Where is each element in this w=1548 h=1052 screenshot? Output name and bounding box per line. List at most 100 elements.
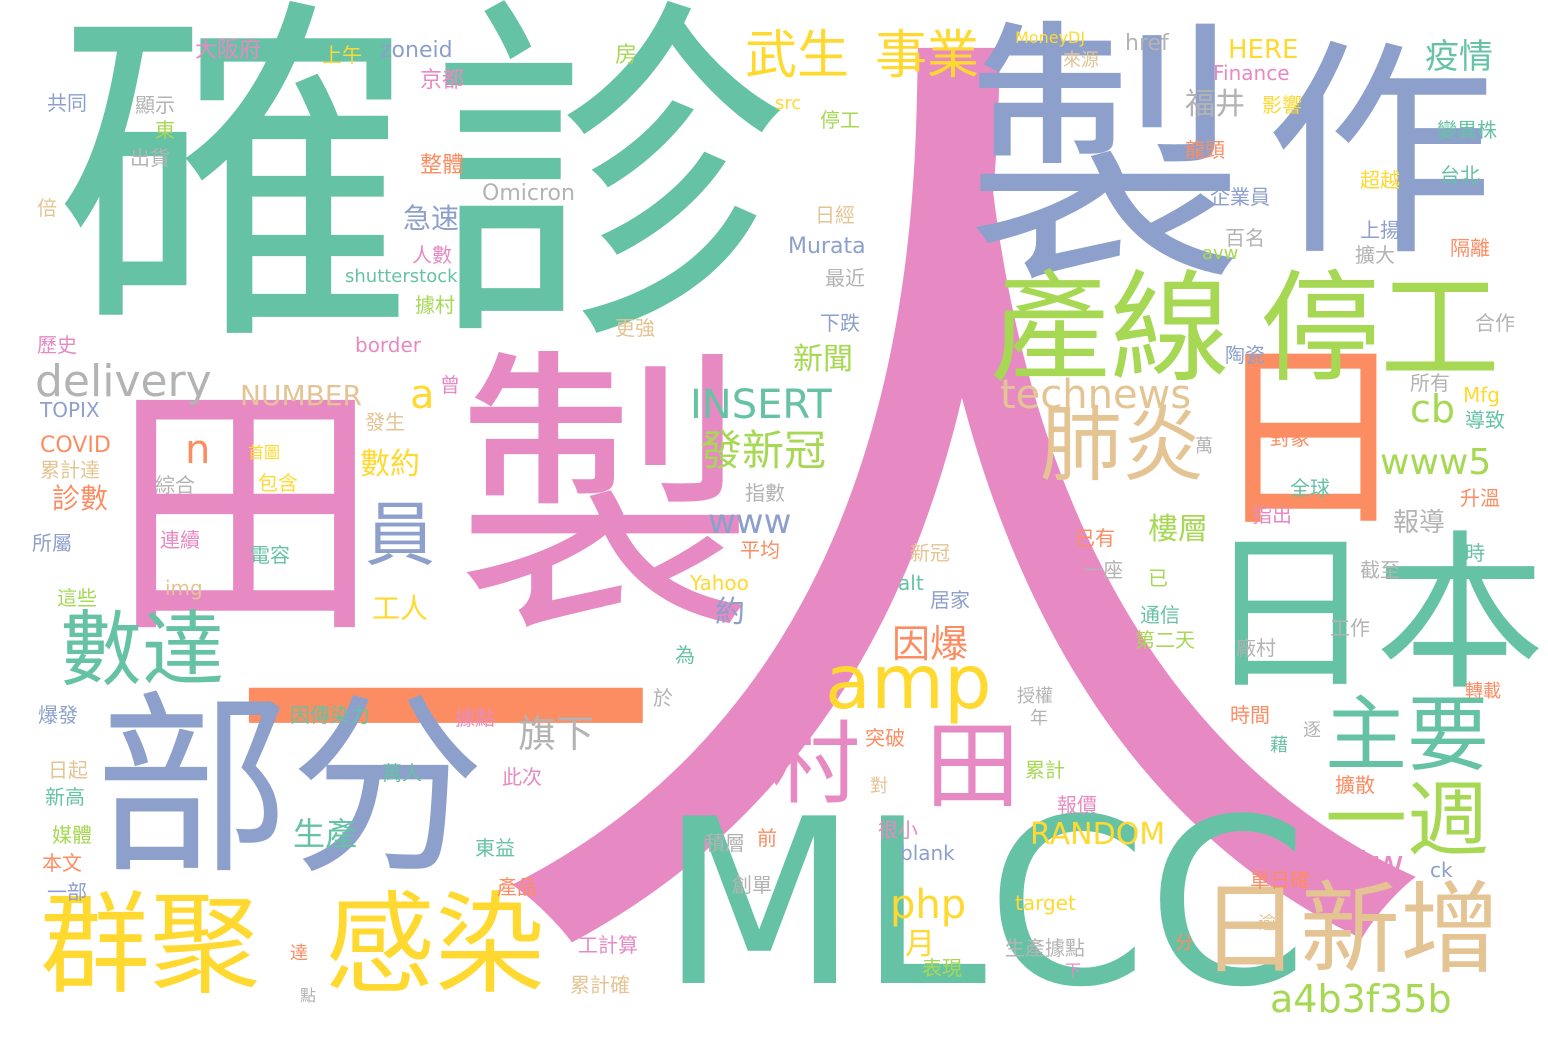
cloud-word: 診數: [52, 482, 109, 515]
cloud-word: shutterstock: [345, 266, 458, 287]
cloud-word: 萬人: [382, 761, 422, 785]
cloud-word: tw: [1358, 842, 1404, 886]
cloud-word: 廠村: [1236, 636, 1276, 660]
cloud-word: 擴散: [1335, 773, 1375, 797]
cloud-word: 上揚: [1360, 218, 1400, 242]
cloud-word: 此次: [502, 765, 542, 789]
cloud-word: 通信: [1140, 603, 1180, 627]
cloud-word: delivery: [35, 356, 212, 407]
cloud-word: 東益: [475, 836, 515, 860]
cloud-word: TOPIX: [40, 398, 100, 422]
cloud-word: 急速: [403, 202, 460, 235]
cloud-word: 爆發: [38, 703, 78, 727]
cloud-word: 日起: [48, 758, 88, 782]
cloud-word: 大阪府: [195, 38, 262, 63]
cloud-word: 顯示: [135, 93, 175, 117]
cloud-word: amp: [825, 638, 992, 726]
cloud-word: 村: [770, 712, 860, 817]
cloud-word: 藉: [1270, 735, 1288, 756]
cloud-word: 這些: [57, 586, 97, 610]
cloud-word: 對: [870, 776, 888, 797]
cloud-word: 前: [757, 826, 777, 850]
cloud-word: 整體: [420, 153, 465, 178]
cloud-word: 點: [300, 986, 317, 1005]
cloud-word: 歷史: [37, 333, 77, 357]
cloud-word: RANDOM: [1030, 817, 1166, 852]
cloud-word: 單日確: [1250, 868, 1310, 892]
cloud-word: 部分: [95, 674, 485, 901]
cloud-word: 所有: [1410, 371, 1450, 395]
cloud-word: 感染: [325, 881, 545, 1009]
cloud-word: 所屬: [32, 531, 72, 555]
cloud-word: Mfg: [1463, 383, 1500, 407]
cloud-word: 作: [1265, 21, 1496, 288]
cloud-word: avw: [1202, 243, 1239, 264]
cloud-word: 田: [110, 357, 380, 672]
cloud-word: 累計確: [570, 973, 630, 997]
cloud-word: 事業: [875, 26, 980, 86]
cloud-word: 達: [290, 943, 308, 964]
cloud-word: 產品: [497, 875, 537, 899]
cloud-word: 平均: [740, 538, 780, 562]
cloud-word: 下: [1065, 961, 1082, 980]
cloud-word: 更強: [615, 316, 655, 340]
cloud-word: 於: [653, 686, 673, 710]
cloud-word: 報導: [1393, 508, 1446, 538]
cloud-word: 工作: [1330, 616, 1370, 640]
cloud-word: INSERT: [690, 382, 832, 428]
cloud-word: Omicron: [482, 181, 575, 206]
cloud-word: href: [1125, 31, 1169, 56]
cloud-word: a: [410, 372, 435, 418]
cloud-word: 田: [925, 712, 1021, 822]
cloud-word: 群聚: [40, 881, 260, 1009]
cloud-word: 居家: [930, 588, 970, 612]
cloud-word: 逐: [1303, 720, 1321, 741]
cloud-word: 創單: [732, 873, 772, 897]
cloud-word: 逾: [1258, 913, 1276, 934]
cloud-word: 日: [1210, 323, 1411, 556]
cloud-word: 出貨: [130, 146, 170, 170]
cloud-word: 陶瓷: [1225, 343, 1265, 367]
cloud-word: 時: [1465, 541, 1485, 565]
cloud-word: 積層: [705, 831, 745, 855]
cloud-word: COVID: [40, 433, 111, 458]
cloud-word: 產線: [990, 260, 1230, 399]
cloud-word: 約: [715, 595, 745, 630]
cloud-word: target: [1015, 891, 1076, 915]
cloud-word: 福井: [1185, 87, 1245, 122]
cloud-word: 綜合: [155, 473, 195, 497]
cloud-word: 房: [615, 43, 638, 68]
cloud-word: 新冠: [910, 541, 950, 565]
cloud-word: cb: [1410, 387, 1456, 431]
cloud-word: 時間: [1230, 703, 1270, 727]
cloud-word: img: [165, 576, 203, 600]
cloud-word: 數約: [360, 447, 420, 482]
cloud-word: 曾: [440, 373, 460, 397]
cloud-word: src: [775, 93, 802, 114]
cloud-word: 導致: [1465, 408, 1505, 432]
cloud-word: 已有: [1075, 526, 1115, 550]
cloud-word: 日經: [815, 203, 855, 227]
cloud-word: 工染度: [563, 888, 623, 912]
cloud-word: 授權: [1017, 686, 1053, 707]
cloud-word: 一週: [1325, 773, 1490, 868]
cloud-word: 累計: [1025, 758, 1065, 782]
cloud-word: 發新冠: [700, 426, 827, 475]
cloud-word: 突破: [865, 726, 905, 750]
cloud-word: 年: [1030, 708, 1048, 729]
cloud-word: 包含: [258, 471, 298, 495]
cloud-word: 擴大: [1355, 243, 1395, 267]
cloud-word: 電容: [250, 543, 290, 567]
cloud-word: 全球: [1290, 476, 1330, 500]
cloud-word: alt: [898, 571, 924, 595]
cloud-word: 很小: [878, 818, 918, 842]
cloud-word: 媒體: [52, 823, 92, 847]
cloud-word: 發生: [365, 410, 405, 434]
cloud-word: 一: [230, 475, 660, 975]
cloud-word: 員: [365, 494, 435, 576]
cloud-word: 影響: [1262, 93, 1302, 117]
cloud-word: 企業員: [1210, 185, 1270, 209]
cloud-word: 東: [155, 118, 175, 142]
cloud-word: 第二天: [1135, 628, 1195, 652]
cloud-word: 武生: [745, 26, 850, 86]
